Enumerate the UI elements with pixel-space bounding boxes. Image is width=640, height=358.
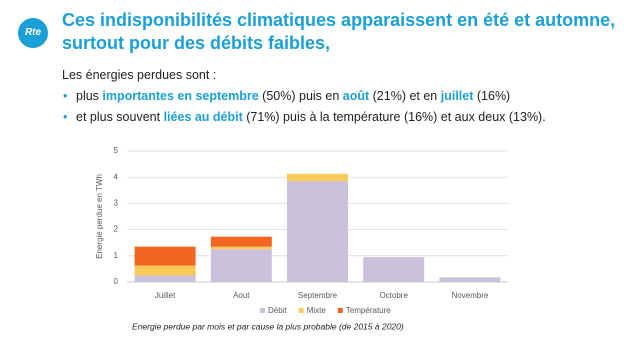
bullet: et plus souvent liées au débit (71%) pui… — [63, 110, 546, 124]
bar-segment — [210, 249, 272, 282]
x-tick-label: Aout — [233, 291, 250, 300]
y-tick-label: 2 — [114, 225, 119, 234]
bar-segment — [439, 277, 501, 282]
bullet-segment: (16%) — [473, 89, 511, 103]
bullet-segment: (21%) et en — [369, 89, 441, 103]
bar-segment — [210, 236, 272, 247]
bar-segment — [134, 275, 196, 282]
bullet-segment: liées au débit — [163, 110, 243, 124]
y-tick-label: 0 — [114, 277, 119, 286]
bullet-segment: importantes en septembre — [102, 89, 259, 103]
bullet-segment: juillet — [440, 89, 474, 103]
legend-label: Débit — [268, 306, 287, 315]
y-tick-label: 5 — [114, 146, 119, 155]
bullet: plus importantes en septembre (50%) puis… — [63, 89, 511, 103]
legend-swatch — [298, 308, 304, 313]
y-axis-label: Energie perdue en TWh — [95, 174, 104, 259]
x-tick-label: Septembre — [298, 291, 338, 300]
caption: Energie perdue par mois et par cause la … — [132, 321, 404, 331]
logo: Rte — [18, 18, 48, 48]
bar-segment — [363, 257, 425, 282]
x-tick-label: Juillet — [155, 291, 176, 300]
intro: Les énergies perdues sont : — [62, 68, 217, 82]
title-line: Ces indisponibilités climatiques apparai… — [62, 10, 616, 30]
y-tick-label: 1 — [114, 251, 119, 260]
bullet-segment: (50%) puis en — [258, 89, 343, 103]
legend-swatch — [337, 308, 343, 313]
legend-label: Mixte — [307, 306, 327, 315]
title-line: surtout pour des débits faibles, — [62, 33, 331, 53]
bar-segment — [287, 173, 348, 182]
bullet-segment: (71%) puis à la température (16%) et aux… — [242, 110, 546, 124]
bar-segment — [134, 265, 196, 276]
legend-swatch — [260, 308, 265, 313]
bar-segment — [210, 246, 272, 250]
x-tick-label: Novembre — [451, 291, 488, 300]
bullet-segment: plus — [76, 89, 103, 103]
y-tick-label: 3 — [114, 199, 119, 208]
bullet-segment: et plus souvent — [76, 110, 164, 124]
bullet-segment: août — [342, 89, 370, 103]
x-tick-label: Octobre — [379, 291, 408, 300]
legend-label: Température — [346, 306, 391, 315]
bar-segment — [134, 246, 196, 266]
bar-segment — [287, 181, 348, 282]
y-tick-label: 4 — [114, 172, 119, 181]
